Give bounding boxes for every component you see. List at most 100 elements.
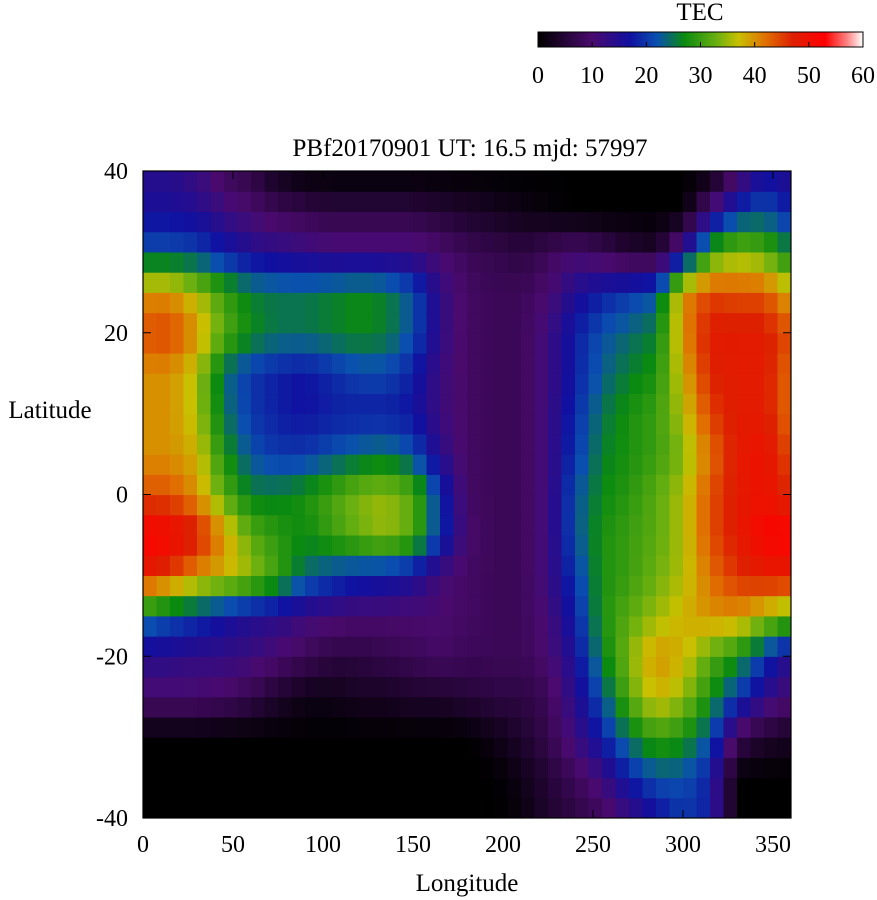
heatmap-cell	[615, 575, 630, 597]
heatmap-cell	[629, 716, 644, 738]
heatmap-cell	[710, 716, 725, 738]
heatmap-cell	[386, 312, 401, 334]
heatmap-cell	[453, 494, 468, 516]
heatmap-cell	[156, 373, 171, 395]
heatmap-cell	[305, 433, 320, 455]
heatmap-cell	[170, 191, 185, 213]
heatmap-cell	[345, 615, 360, 637]
heatmap-cell	[737, 696, 752, 718]
heatmap-cell	[305, 494, 320, 516]
heatmap-cell	[345, 312, 360, 334]
heatmap-cell	[696, 534, 711, 556]
heatmap-cell	[291, 433, 306, 455]
heatmap-cell	[467, 454, 482, 475]
heatmap-cell	[278, 575, 293, 597]
heatmap-cell	[723, 656, 738, 678]
heatmap-cell	[602, 757, 617, 779]
heatmap-cell	[440, 575, 455, 597]
heatmap-cell	[710, 534, 725, 556]
x-tick-label: 200	[485, 832, 521, 858]
heatmap-cell	[399, 737, 414, 758]
heatmap-cell	[224, 716, 239, 738]
heatmap-cell	[332, 656, 347, 678]
heatmap-cell	[507, 615, 522, 637]
heatmap-cell	[372, 676, 387, 698]
heatmap-cell	[170, 272, 185, 293]
heatmap-cell	[723, 797, 738, 818]
heatmap-cell	[764, 231, 779, 253]
heatmap-cell	[534, 272, 549, 293]
heatmap-cell	[210, 332, 225, 354]
heatmap-cell	[656, 211, 671, 233]
heatmap-cell	[723, 171, 738, 192]
heatmap-cell	[629, 757, 644, 779]
heatmap-cell	[575, 777, 590, 799]
heatmap-cell	[683, 555, 698, 576]
heatmap-cell	[426, 696, 441, 718]
heatmap-cell	[467, 332, 482, 354]
heatmap-cell	[683, 373, 698, 395]
heatmap-cell	[210, 191, 225, 213]
heatmap-cell	[575, 474, 590, 496]
heatmap-cell	[372, 555, 387, 576]
heatmap-cell	[710, 352, 725, 374]
heatmap-cell	[507, 413, 522, 435]
heatmap-cell	[372, 171, 387, 192]
heatmap-cell	[210, 474, 225, 496]
heatmap-cell	[440, 514, 455, 536]
heatmap-cell	[737, 514, 752, 536]
heatmap-cell	[602, 797, 617, 818]
heatmap-cell	[777, 656, 791, 678]
heatmap-cell	[399, 514, 414, 536]
heatmap-cell	[440, 757, 455, 779]
heatmap-cell	[399, 615, 414, 637]
heatmap-cell	[278, 191, 293, 213]
heatmap-cell	[507, 191, 522, 213]
heatmap-cell	[548, 231, 563, 253]
heatmap-cell	[629, 696, 644, 718]
heatmap-cell	[318, 534, 333, 556]
heatmap-cell	[318, 292, 333, 314]
heatmap-cell	[278, 393, 293, 415]
heatmap-cell	[615, 272, 630, 293]
heatmap-cell	[183, 615, 198, 637]
heatmap-cell	[359, 595, 374, 617]
heatmap-cell	[399, 534, 414, 556]
heatmap-cell	[426, 413, 441, 435]
heatmap-cell	[318, 595, 333, 617]
heatmap-cell	[413, 514, 428, 536]
heatmap-cell	[413, 494, 428, 516]
heatmap-cell	[507, 251, 522, 273]
heatmap-cell	[467, 716, 482, 738]
heatmap-cell	[332, 474, 347, 496]
heatmap-cell	[197, 534, 212, 556]
heatmap-cell	[305, 534, 320, 556]
heatmap-cell	[561, 373, 576, 395]
heatmap-cell	[359, 191, 374, 213]
heatmap-cell	[696, 191, 711, 213]
heatmap-cell	[332, 373, 347, 395]
heatmap-cell	[426, 514, 441, 536]
heatmap-cell	[170, 696, 185, 718]
heatmap-cell	[750, 251, 765, 273]
heatmap-cell	[291, 737, 306, 758]
heatmap-cell	[251, 454, 266, 475]
heatmap-cell	[521, 636, 536, 657]
heatmap-cell	[723, 474, 738, 496]
heatmap-cell	[237, 474, 252, 496]
heatmap-cell	[237, 656, 252, 678]
heatmap-cell	[777, 555, 791, 576]
heatmap-cell	[494, 757, 509, 779]
heatmap-cell	[561, 211, 576, 233]
heatmap-cell	[615, 716, 630, 738]
heatmap-cell	[440, 454, 455, 475]
heatmap-cell	[264, 716, 279, 738]
heatmap-cell	[197, 413, 212, 435]
heatmap-cell	[683, 534, 698, 556]
y-axis-title: Latitude	[8, 397, 91, 424]
heatmap-cell	[750, 737, 765, 758]
heatmap-cell	[764, 797, 779, 818]
heatmap-cell	[507, 696, 522, 718]
heatmap-cell	[210, 272, 225, 293]
heatmap-cell	[737, 555, 752, 576]
